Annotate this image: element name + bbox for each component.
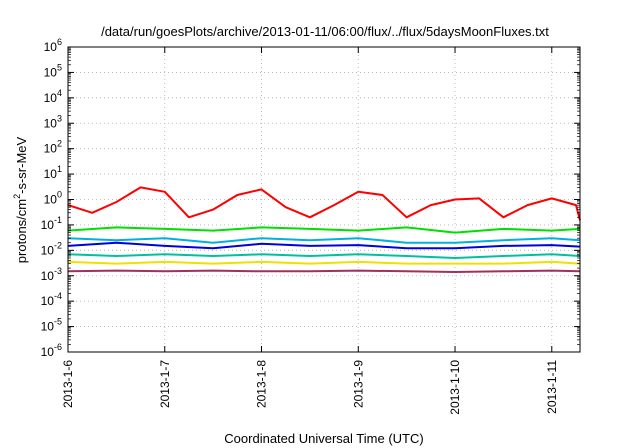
series-line-3 <box>67 237 581 244</box>
x-tick-labels: 2013-1-6 2013-1-7 2013-1-8 2013-1-9 2013-1-1… <box>61 360 559 415</box>
x-tick-label: 2013-1-8 <box>255 360 269 408</box>
y-tick-label: 10-6 <box>41 342 62 359</box>
series-line-4 <box>67 241 581 250</box>
y-tick-label: 102 <box>44 139 62 156</box>
y-tick-labels: 10-6 10-5 10-4 10-3 10-2 10-1 100 101 102 103 104 1… <box>41 37 62 359</box>
x-tick-label: 2013-1-11 <box>545 360 559 414</box>
y-axis-label-prefix: protons/cm <box>14 199 29 263</box>
y-axis-label: protons/cm2-s-sr-MeV <box>12 136 29 263</box>
series-line-6 <box>67 260 581 265</box>
y-tick-label: 100 <box>44 190 62 207</box>
series-line-2 <box>67 226 581 234</box>
series-line-7 <box>67 269 581 273</box>
y-tick-label: 104 <box>44 88 62 105</box>
y-tick-label: 106 <box>44 37 62 54</box>
chart-title: /data/run/goesPlots/archive/2013-01-11/0… <box>101 24 549 39</box>
y-tick-label: 101 <box>44 164 62 181</box>
x-axis-label: Coordinated Universal Time (UTC) <box>224 431 423 446</box>
y-axis-label-sup: 2 <box>12 194 22 199</box>
series-line-1 <box>67 186 581 221</box>
x-tick-label: 2013-1-7 <box>158 360 172 408</box>
y-tick-label: 10-4 <box>41 291 62 308</box>
y-tick-label: 103 <box>44 113 62 130</box>
axis-ticks <box>67 46 580 353</box>
y-tick-label: 10-2 <box>41 240 62 257</box>
series-group <box>67 186 581 273</box>
x-tick-label: 2013-1-6 <box>61 360 75 408</box>
x-tick-label: 2013-1-9 <box>351 360 365 408</box>
grid <box>67 47 580 352</box>
y-axis-label-suffix: -s-sr-MeV <box>14 136 29 193</box>
x-tick-label: 2013-1-10 <box>448 360 462 415</box>
y-tick-label: 105 <box>44 62 62 79</box>
y-tick-label: 10-5 <box>41 317 62 334</box>
y-tick-label: 10-3 <box>41 266 62 283</box>
y-tick-label: 10-1 <box>41 215 62 232</box>
series-line-5 <box>67 253 581 259</box>
